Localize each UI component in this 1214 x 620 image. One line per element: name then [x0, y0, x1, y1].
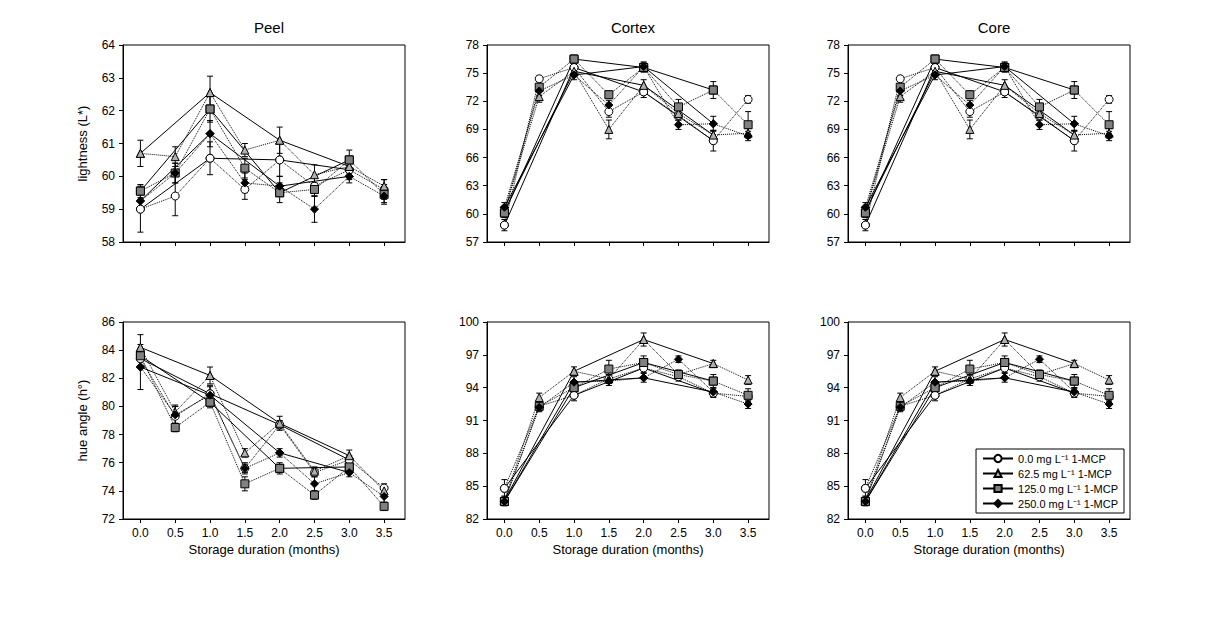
svg-text:62: 62 — [102, 104, 116, 118]
svg-text:57: 57 — [827, 235, 841, 249]
svg-text:58: 58 — [102, 235, 116, 249]
svg-text:250.0 mg L⁻¹ 1-MCP: 250.0 mg L⁻¹ 1-MCP — [1018, 498, 1118, 510]
svg-text:84: 84 — [102, 343, 116, 357]
svg-text:3.0: 3.0 — [1066, 526, 1083, 540]
svg-text:60: 60 — [102, 169, 116, 183]
svg-text:57: 57 — [466, 235, 480, 249]
svg-text:2.5: 2.5 — [670, 526, 687, 540]
svg-text:78: 78 — [102, 428, 116, 442]
svg-text:63: 63 — [827, 179, 841, 193]
svg-text:2.5: 2.5 — [1031, 526, 1048, 540]
svg-text:59: 59 — [102, 202, 116, 216]
svg-text:78: 78 — [466, 38, 480, 52]
svg-text:63: 63 — [466, 179, 480, 193]
svg-text:72: 72 — [827, 94, 841, 108]
svg-text:66: 66 — [466, 151, 480, 165]
svg-text:1.0: 1.0 — [566, 526, 583, 540]
svg-text:Storage duration (months): Storage duration (months) — [188, 542, 339, 557]
svg-text:91: 91 — [466, 414, 480, 428]
svg-text:82: 82 — [827, 512, 841, 526]
svg-text:88: 88 — [466, 446, 480, 460]
svg-text:72: 72 — [466, 94, 480, 108]
svg-text:0.0: 0.0 — [857, 526, 874, 540]
svg-text:85: 85 — [466, 479, 480, 493]
svg-text:61: 61 — [102, 137, 116, 151]
svg-text:76: 76 — [102, 456, 116, 470]
svg-text:3.0: 3.0 — [705, 526, 722, 540]
svg-text:1.0: 1.0 — [927, 526, 944, 540]
svg-text:0.0: 0.0 — [496, 526, 513, 540]
svg-text:64: 64 — [102, 38, 116, 52]
svg-text:91: 91 — [827, 414, 841, 428]
svg-text:75: 75 — [466, 66, 480, 80]
svg-text:2.0: 2.0 — [635, 526, 652, 540]
svg-text:100: 100 — [820, 315, 840, 329]
svg-text:80: 80 — [102, 399, 116, 413]
svg-text:2.5: 2.5 — [306, 526, 323, 540]
svg-text:Cortex: Cortex — [611, 19, 656, 36]
svg-text:0.0 mg L⁻¹ 1-MCP: 0.0 mg L⁻¹ 1-MCP — [1018, 453, 1106, 465]
svg-text:0.5: 0.5 — [531, 526, 548, 540]
svg-text:3.5: 3.5 — [740, 526, 757, 540]
svg-text:82: 82 — [466, 512, 480, 526]
svg-text:100: 100 — [459, 315, 479, 329]
svg-text:66: 66 — [827, 151, 841, 165]
svg-text:Storage duration (months): Storage duration (months) — [552, 542, 703, 557]
svg-text:82: 82 — [102, 371, 116, 385]
svg-text:lightness (L*): lightness (L*) — [75, 106, 90, 182]
svg-text:0.0: 0.0 — [132, 526, 149, 540]
svg-text:86: 86 — [102, 315, 116, 329]
svg-text:2.0: 2.0 — [996, 526, 1013, 540]
svg-text:1.5: 1.5 — [601, 526, 618, 540]
svg-text:62.5 mg L⁻¹ 1-MCP: 62.5 mg L⁻¹ 1-MCP — [1018, 468, 1112, 480]
svg-text:2.0: 2.0 — [271, 526, 288, 540]
svg-text:Core: Core — [978, 19, 1011, 36]
svg-text:94: 94 — [827, 381, 841, 395]
svg-text:Storage duration (months): Storage duration (months) — [913, 542, 1064, 557]
svg-text:1.0: 1.0 — [202, 526, 219, 540]
svg-text:60: 60 — [827, 207, 841, 221]
svg-text:94: 94 — [466, 381, 480, 395]
svg-text:1.5: 1.5 — [237, 526, 254, 540]
svg-text:3.5: 3.5 — [376, 526, 393, 540]
svg-text:125.0 mg L⁻¹ 1-MCP: 125.0 mg L⁻¹ 1-MCP — [1018, 483, 1118, 495]
svg-text:97: 97 — [827, 348, 841, 362]
svg-text:69: 69 — [827, 122, 841, 136]
svg-text:74: 74 — [102, 484, 116, 498]
svg-text:72: 72 — [102, 512, 116, 526]
svg-text:3.0: 3.0 — [341, 526, 358, 540]
svg-text:1.5: 1.5 — [962, 526, 979, 540]
svg-text:85: 85 — [827, 479, 841, 493]
svg-text:88: 88 — [827, 446, 841, 460]
svg-text:hue angle (h°): hue angle (h°) — [75, 380, 90, 462]
svg-text:78: 78 — [827, 38, 841, 52]
svg-text:69: 69 — [466, 122, 480, 136]
svg-text:60: 60 — [466, 207, 480, 221]
svg-text:97: 97 — [466, 348, 480, 362]
svg-text:0.5: 0.5 — [167, 526, 184, 540]
svg-text:Peel: Peel — [254, 19, 284, 36]
svg-text:75: 75 — [827, 66, 841, 80]
svg-text:63: 63 — [102, 71, 116, 85]
svg-text:3.5: 3.5 — [1101, 526, 1118, 540]
svg-text:0.5: 0.5 — [892, 526, 909, 540]
